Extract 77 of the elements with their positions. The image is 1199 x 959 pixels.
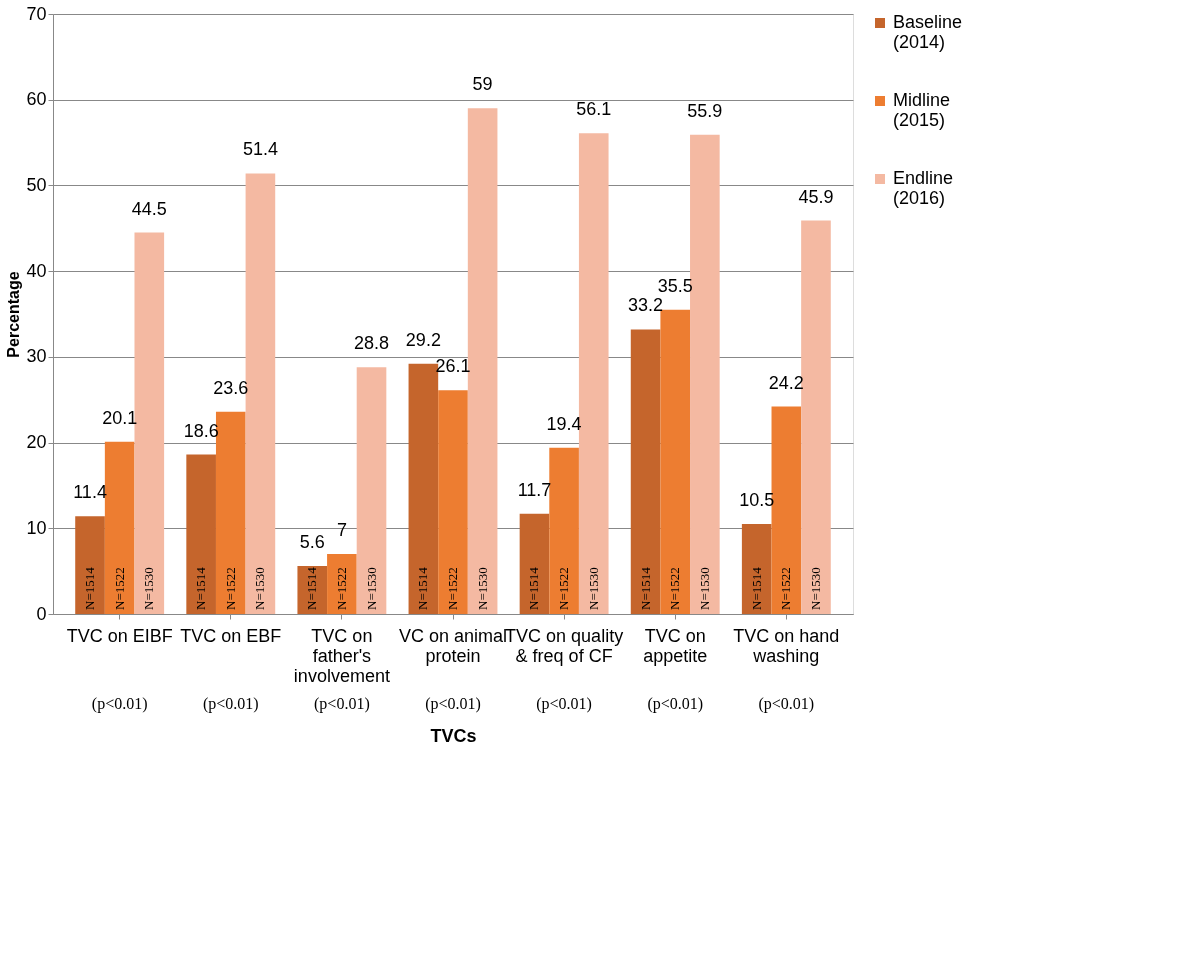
y-tick-label: 20: [26, 432, 47, 453]
data-label: 56.1: [576, 99, 612, 120]
bar: [630, 329, 661, 614]
legend-label: Midline (2015): [893, 90, 951, 130]
data-label: 7: [336, 520, 347, 540]
data-label: 23.6: [213, 377, 249, 398]
y-tick-label: 30: [26, 346, 47, 367]
bar: [438, 390, 468, 614]
annotation: N=1522: [333, 567, 349, 610]
annotation: N=1530: [363, 567, 379, 610]
bar: [297, 566, 328, 614]
data-label: 20.1: [102, 407, 138, 428]
y-tick-label: 70: [26, 3, 47, 24]
y-tick-label: 60: [26, 89, 47, 110]
x-tick-label: TVC on quality & freq of CF: [505, 625, 624, 666]
text: (p<0.01): [758, 695, 815, 713]
text: (p<0.01): [91, 695, 148, 713]
x-tick-label: TVC on father's involvement: [293, 625, 390, 686]
annotation: N=1514: [193, 566, 209, 610]
x-tick-label: TVC on hand washing: [733, 625, 840, 666]
y-axis-title: Percentage: [5, 271, 23, 358]
bar: [75, 516, 105, 614]
x-axis-title: TVCs: [430, 725, 477, 746]
data-label: 45.9: [798, 186, 834, 207]
annotation: N=1514: [526, 566, 542, 610]
annotation: N=1530: [696, 567, 712, 610]
annotation: N=1514: [304, 566, 320, 610]
bar: [660, 309, 691, 614]
x-tick-label: TVC on appetite: [643, 625, 708, 666]
bar: [519, 513, 550, 614]
y-tick-label: 50: [26, 174, 47, 195]
annotation: N=1514: [637, 566, 653, 610]
x-tick-label: TVC on EIBF: [66, 625, 173, 646]
data-label: 19.4: [546, 413, 582, 434]
data-label: 33.2: [628, 295, 664, 316]
text: (p<0.01): [314, 695, 370, 713]
y-tick-label: 10: [26, 517, 47, 538]
annotation: N=1522: [778, 567, 794, 610]
data-label: 29.2: [405, 329, 441, 350]
annotation: N=1522: [556, 567, 572, 610]
data-label: 28.8: [354, 333, 390, 354]
bar: [690, 134, 720, 614]
data-label: 26.1: [435, 356, 471, 377]
y-tick-label: 0: [36, 603, 47, 624]
bar: [327, 554, 357, 614]
bar: [186, 454, 216, 614]
text: (p<0.01): [202, 695, 259, 713]
legend-label: Baseline (2014): [893, 12, 963, 52]
text: (p<0.01): [425, 695, 481, 713]
data-label: 59: [472, 74, 493, 95]
annotation: N=1530: [474, 567, 490, 610]
data-label: 5.6: [299, 532, 325, 552]
annotation: N=1522: [445, 567, 460, 610]
data-label: 35.5: [657, 275, 693, 296]
x-tick-label: TVC on EBF: [180, 625, 282, 646]
annotation: N=1522: [222, 567, 238, 610]
annotation: N=1514: [748, 566, 764, 610]
annotation: N=1530: [252, 567, 268, 610]
annotation: N=1522: [667, 567, 683, 610]
annotation: N=1530: [141, 567, 157, 610]
annotation: N=1514: [415, 566, 431, 610]
legend-label: Endline (2016): [893, 168, 954, 208]
bar: [356, 367, 387, 614]
annotation: N=1530: [807, 567, 823, 610]
data-label: 44.5: [131, 198, 167, 219]
text: (p<0.01): [536, 695, 592, 713]
data-label: 24.2: [768, 372, 804, 393]
annotation: N=1522: [111, 567, 127, 610]
text: (p<0.01): [647, 695, 704, 713]
bar: [741, 524, 772, 614]
y-tick-label: 40: [26, 260, 47, 281]
bar: [549, 447, 579, 614]
data-label: 55.9: [687, 100, 723, 121]
bar: [801, 220, 831, 614]
annotation: N=1514: [82, 566, 98, 610]
annotation: N=1530: [585, 567, 601, 610]
data-label: 51.4: [242, 139, 278, 160]
